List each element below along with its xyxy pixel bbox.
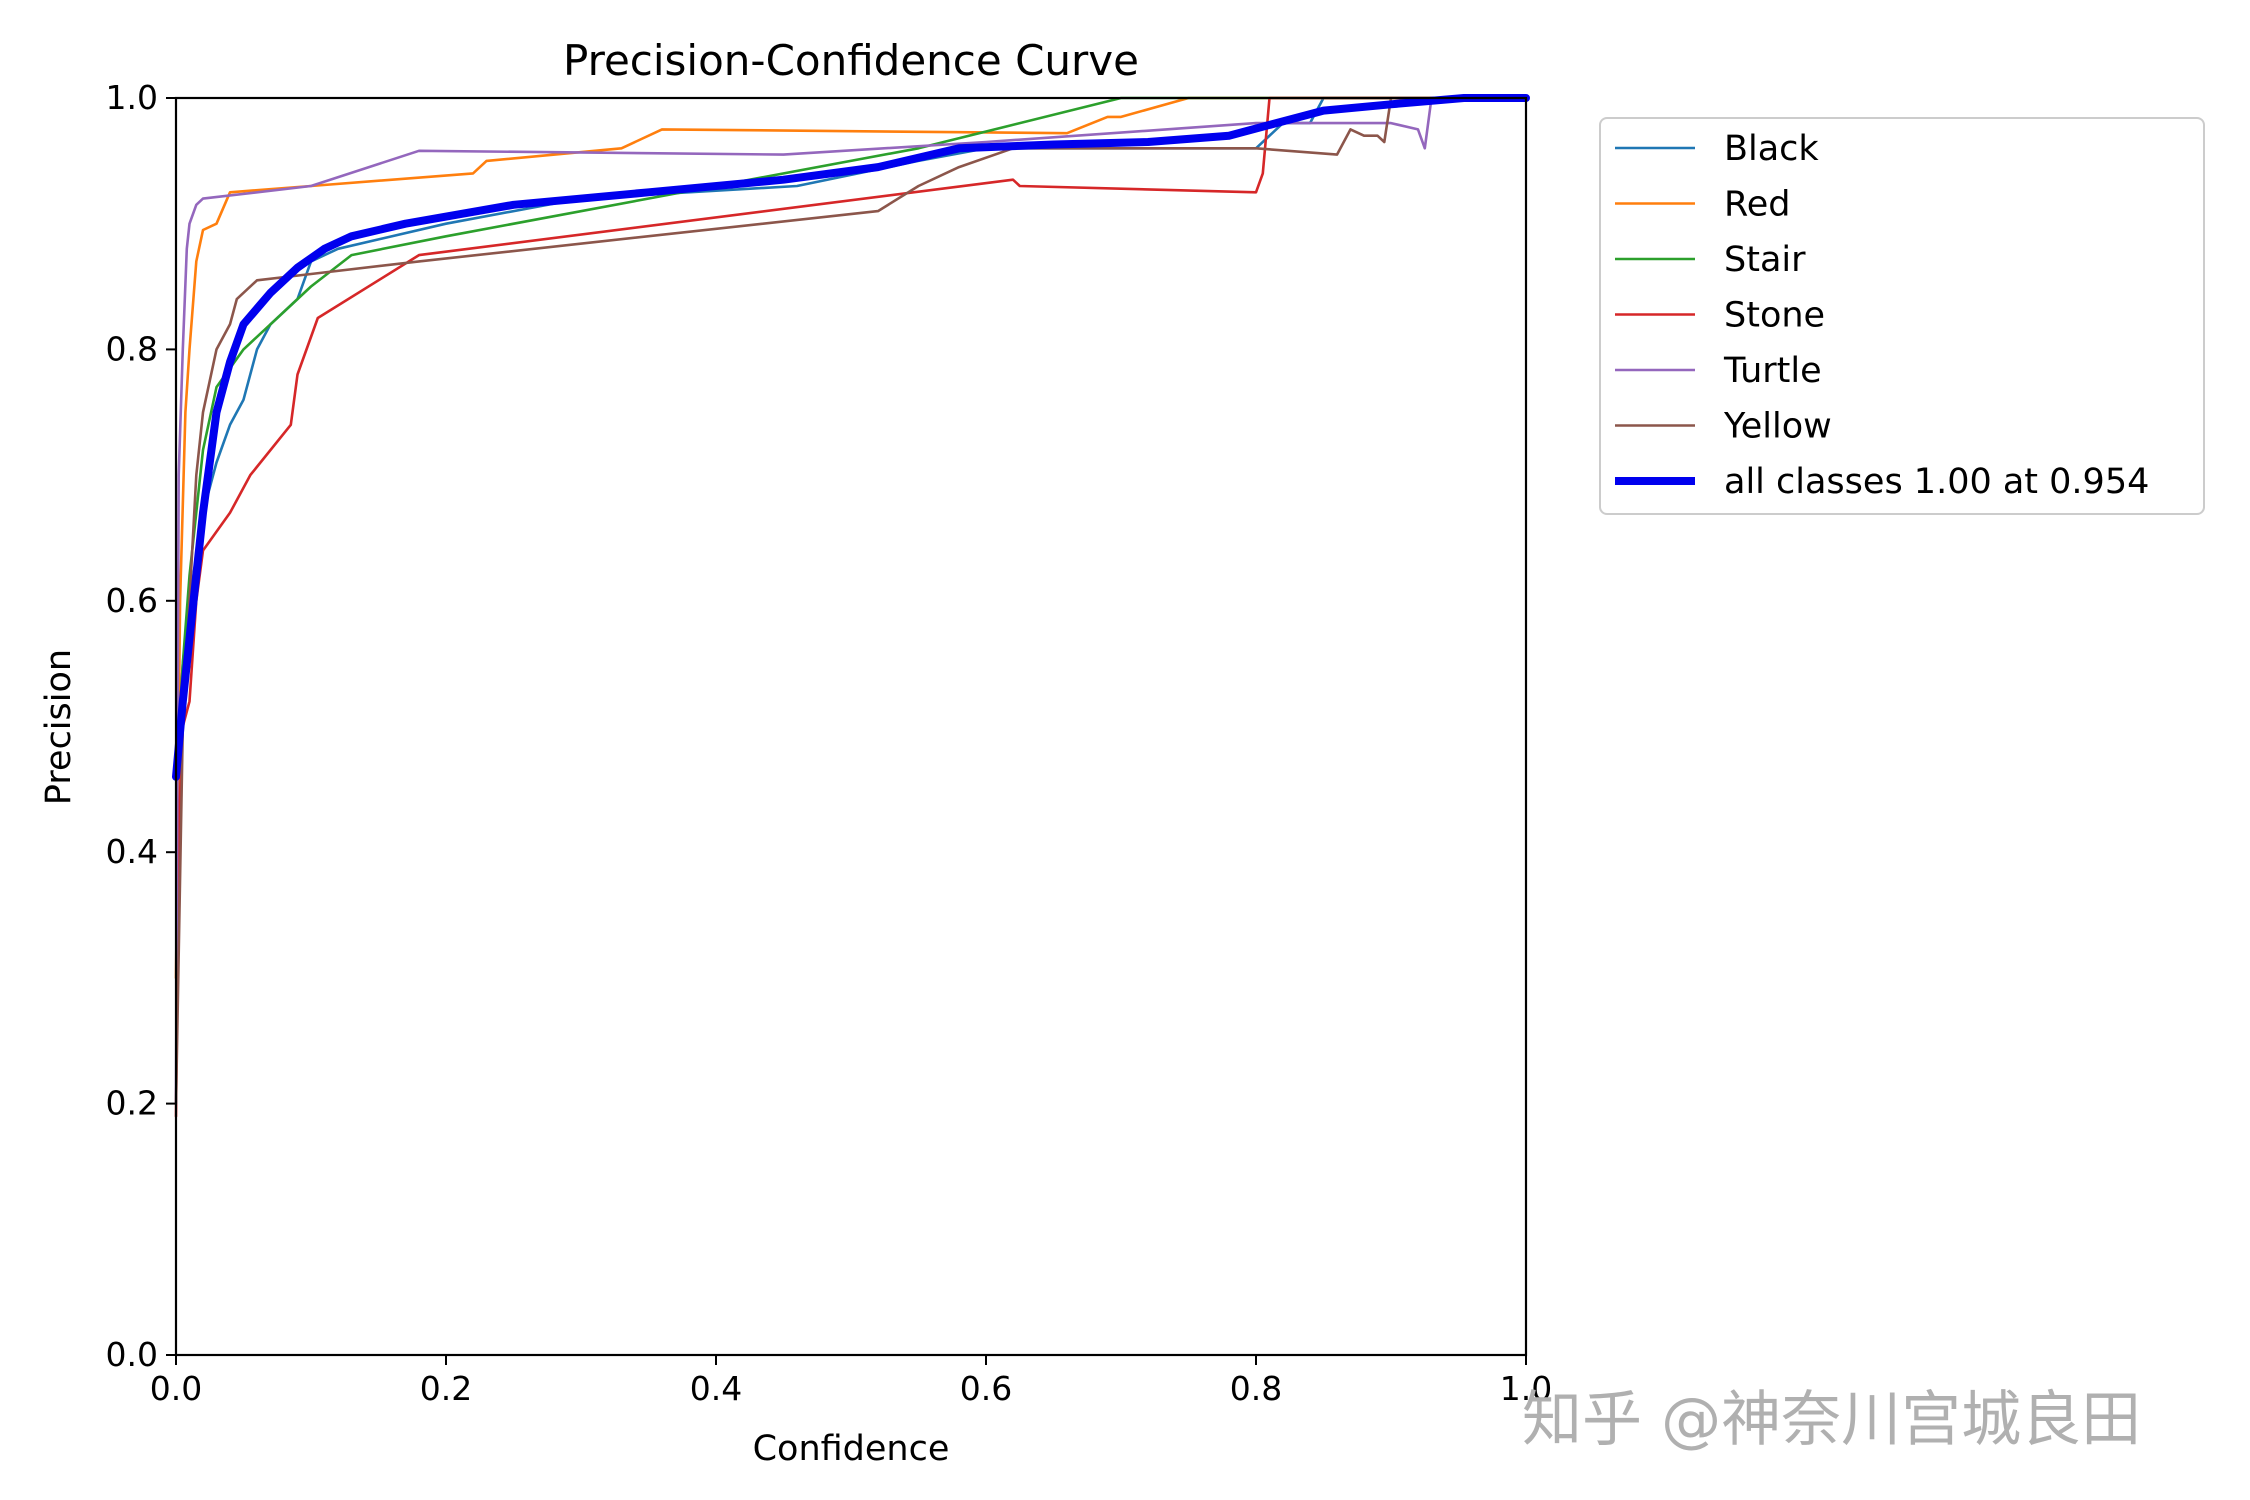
- series-line-yellow: [174, 96, 1528, 1105]
- legend-label: Stair: [1724, 240, 1806, 280]
- legend-label: Black: [1724, 129, 1819, 169]
- legend-label: Turtle: [1723, 351, 1822, 391]
- plot-area: [172, 94, 1530, 1357]
- watermark-text: 知乎 @神奈川宫城良田: [1522, 1385, 2141, 1455]
- y-tick-label: 0.8: [106, 329, 158, 368]
- y-axis-ticks: 0.0 0.2 0.4 0.6 0.8 1.0: [106, 78, 176, 1374]
- legend-box: [1599, 117, 2205, 515]
- x-tick-label: 0.4: [690, 1369, 742, 1408]
- chart-title: Precision-Confidence Curve: [563, 36, 1139, 85]
- y-tick-label: 0.2: [106, 1084, 158, 1123]
- series-line-stone: [174, 96, 1528, 1118]
- legend-items: Black Red Stair Stone Turtle Yellow all classe…: [1615, 129, 2149, 502]
- legend-label: Stone: [1724, 296, 1825, 336]
- series-line-turtle: [174, 96, 1528, 1105]
- x-tick-label: 0.8: [1230, 1369, 1282, 1408]
- plot-frame: [174, 96, 1528, 1357]
- x-tick-label: 0.6: [960, 1369, 1012, 1408]
- x-tick-label: 0.0: [150, 1369, 202, 1408]
- series-layer: [172, 94, 1530, 1118]
- y-tick-label: 1.0: [106, 78, 158, 117]
- legend: Black Red Stair Stone Turtle Yellow all classe…: [1599, 117, 2205, 515]
- legend-label: all classes 1.00 at 0.954: [1724, 462, 2149, 502]
- series-line-all: [172, 94, 1530, 781]
- x-tick-label: 0.2: [420, 1369, 472, 1408]
- legend-label: Yellow: [1723, 407, 1832, 447]
- series-line-red: [174, 96, 1528, 980]
- x-tick-label: 1.0: [1500, 1369, 1552, 1408]
- x-axis-label: Confidence: [753, 1429, 950, 1469]
- y-tick-label: 0.4: [106, 832, 158, 871]
- legend-label: Red: [1724, 185, 1791, 225]
- x-axis-ticks: 0.0 0.2 0.4 0.6 0.8 1.0: [150, 1355, 1552, 1408]
- y-tick-label: 0.6: [106, 581, 158, 620]
- y-tick-label: 0.0: [106, 1335, 158, 1374]
- y-axis-label: Precision: [39, 649, 79, 805]
